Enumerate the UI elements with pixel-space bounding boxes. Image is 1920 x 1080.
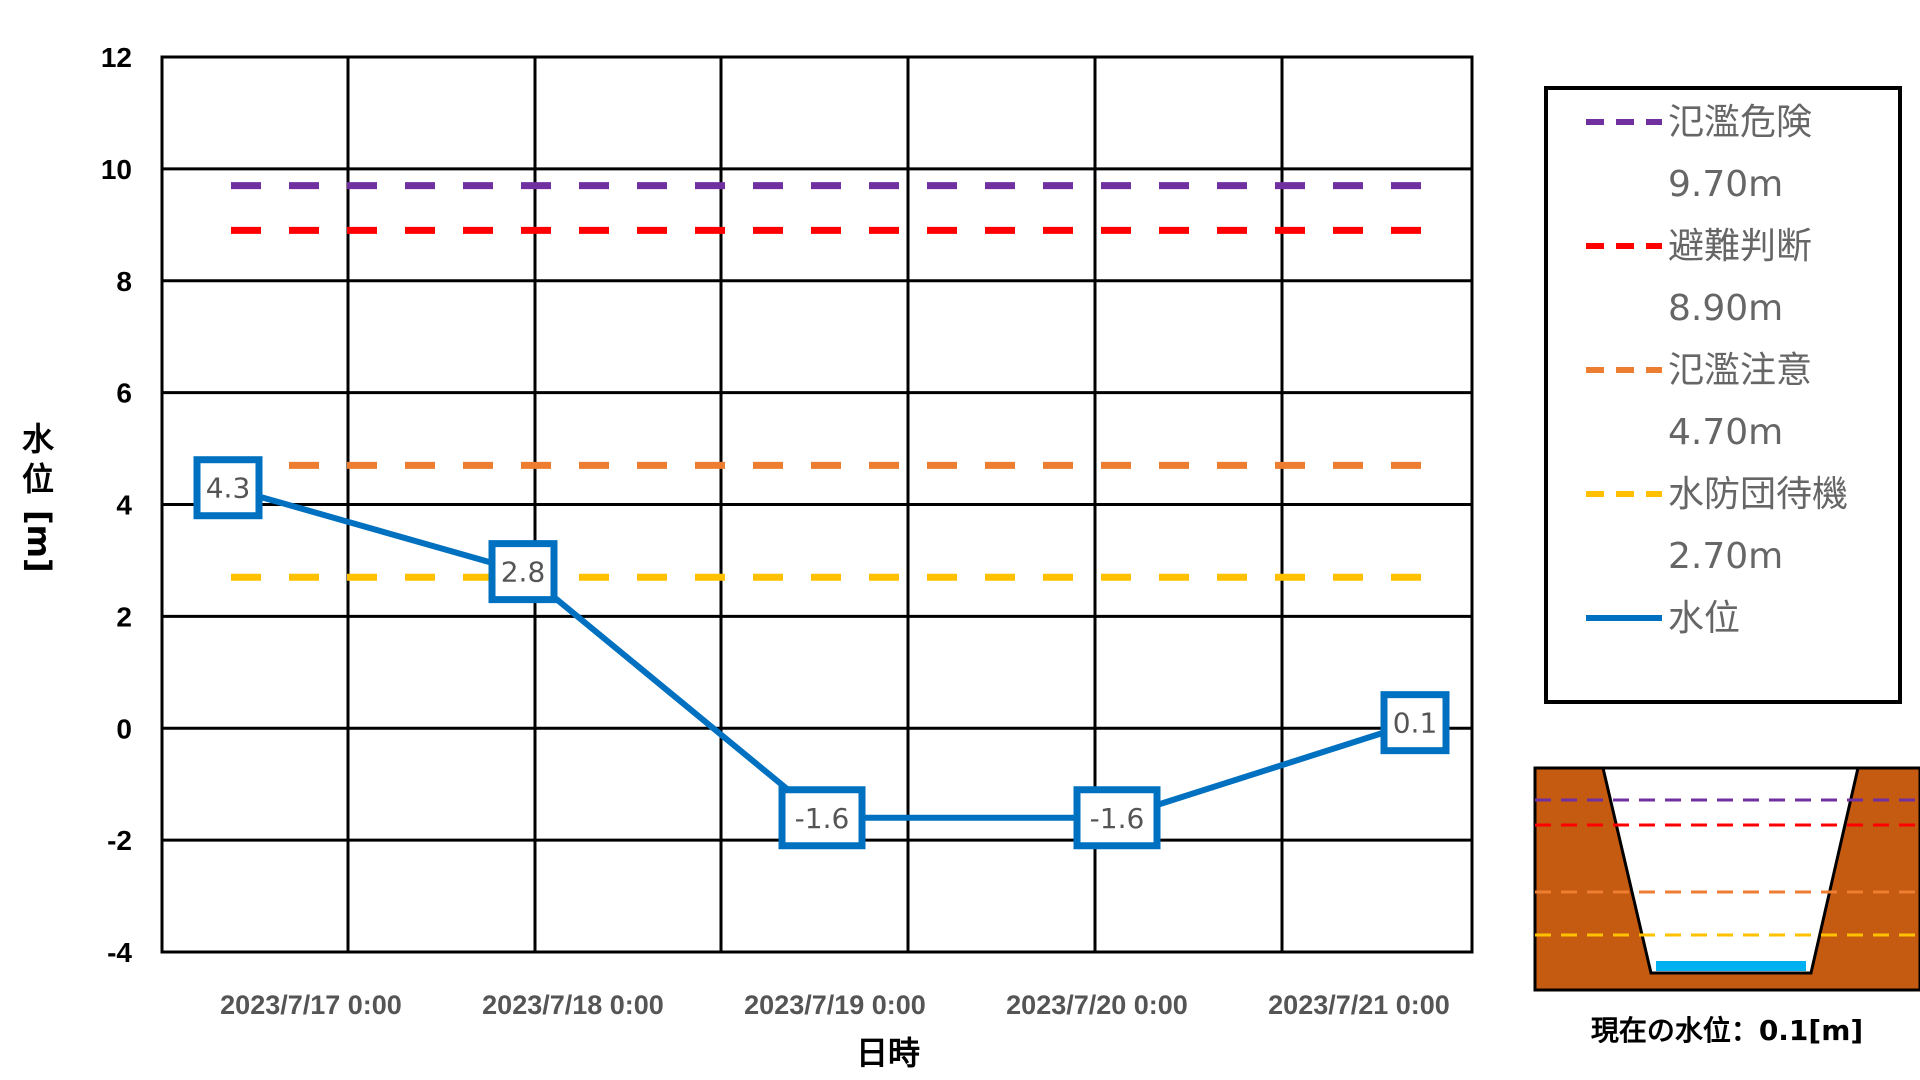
current-level-caption: 現在の水位：0.1[m] bbox=[1591, 1014, 1863, 1047]
water-surface bbox=[1656, 961, 1806, 971]
y-tick-label: -2 bbox=[107, 825, 132, 856]
x-axis-ticks: 2023/7/17 0:00 2023/7/18 0:00 2023/7/19 0:… bbox=[220, 990, 1450, 1020]
data-label: -1.6 bbox=[795, 802, 850, 835]
y-axis-title-1: 水 bbox=[22, 420, 55, 458]
x-tick-label: 2023/7/20 0:00 bbox=[1006, 990, 1188, 1020]
y-tick-label: 0 bbox=[116, 713, 132, 744]
legend-value: 2.70m bbox=[1668, 536, 1783, 577]
legend-value: 8.90m bbox=[1668, 288, 1783, 329]
legend-label: 水防団待機 bbox=[1668, 474, 1848, 515]
data-label: -1.6 bbox=[1090, 802, 1145, 835]
y-axis-title-2: 位 bbox=[22, 460, 54, 498]
river-cross-section bbox=[1533, 766, 1920, 992]
data-point-marker bbox=[1380, 691, 1450, 755]
x-axis-title: 日時 bbox=[856, 1034, 920, 1072]
data-point-marker bbox=[488, 540, 558, 604]
data-point-marker bbox=[193, 456, 263, 520]
legend-label: 氾濫危険 bbox=[1668, 102, 1812, 143]
river-channel bbox=[1601, 766, 1860, 975]
legend-label: 氾濫注意 bbox=[1668, 350, 1812, 391]
data-point-marker bbox=[778, 786, 866, 850]
y-axis-title-unit: [m] bbox=[20, 510, 58, 573]
x-tick-label: 2023/7/18 0:00 bbox=[482, 990, 664, 1020]
y-axis-ticks: 12 10 8 6 4 2 0 -2 -4 bbox=[101, 42, 133, 968]
y-tick-label: 2 bbox=[116, 601, 132, 632]
y-tick-label: 4 bbox=[116, 490, 132, 521]
y-tick-label: 8 bbox=[116, 266, 132, 297]
y-tick-label: 10 bbox=[101, 154, 132, 185]
data-label: 4.3 bbox=[206, 472, 251, 505]
data-points: 4.3 2.8 -1.6 -1.6 0.1 bbox=[193, 456, 1450, 850]
x-tick-label: 2023/7/19 0:00 bbox=[744, 990, 926, 1020]
legend-label: 水位 bbox=[1668, 598, 1740, 639]
plot-border bbox=[160, 55, 1474, 954]
data-point-marker bbox=[1073, 786, 1161, 850]
data-label: 0.1 bbox=[1393, 707, 1438, 740]
legend-box bbox=[1544, 86, 1902, 704]
x-tick-label: 2023/7/17 0:00 bbox=[220, 990, 402, 1020]
data-label: 2.8 bbox=[501, 556, 546, 589]
threshold-lines bbox=[231, 182, 1421, 581]
legend-value: 9.70m bbox=[1668, 164, 1783, 205]
y-tick-label: -4 bbox=[107, 937, 132, 968]
y-tick-label: 6 bbox=[116, 378, 132, 409]
legend-label: 避難判断 bbox=[1668, 226, 1812, 267]
y-tick-label: 12 bbox=[101, 42, 132, 73]
legend: 氾濫危険 9.70m 避難判断 8.90m 氾濫注意 4.70m 水防団待機 2.70m 水位 bbox=[1544, 86, 1902, 704]
legend-value: 4.70m bbox=[1668, 412, 1783, 453]
x-tick-label: 2023/7/21 0:00 bbox=[1268, 990, 1450, 1020]
grid bbox=[160, 55, 1474, 954]
